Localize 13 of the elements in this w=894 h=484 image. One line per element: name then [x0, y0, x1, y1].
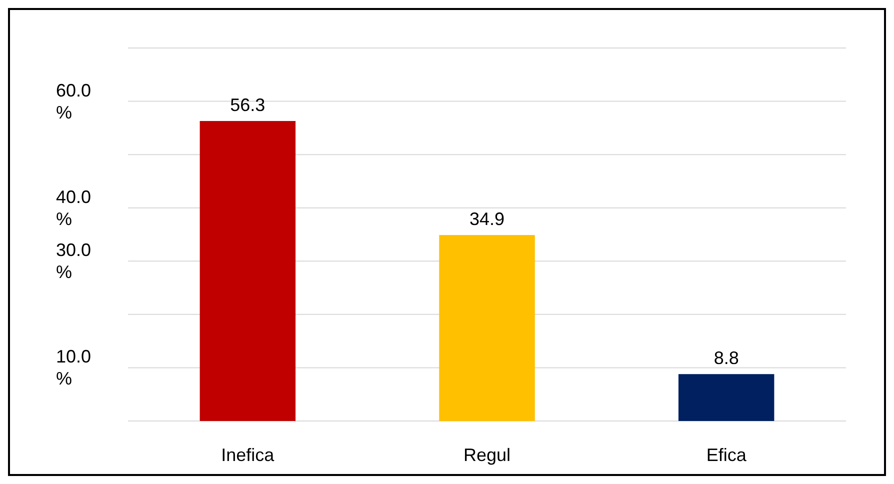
y-tick-label: 60.0 % [56, 80, 92, 122]
bar [678, 374, 774, 421]
data-label: 56.3 [230, 95, 266, 115]
data-label: 8.8 [714, 348, 739, 368]
y-tick-label: 10.0 % [56, 346, 92, 389]
bar [200, 121, 296, 421]
x-tick-label: Inefica [221, 445, 276, 465]
x-tick-label: Regul [463, 445, 511, 465]
bar [439, 235, 535, 421]
y-tick-label: 30.0 % [56, 240, 92, 282]
data-label: 34.9 [469, 209, 505, 230]
x-tick-label: Efica [706, 445, 748, 465]
y-tick-label: 40.0 % [56, 186, 92, 229]
